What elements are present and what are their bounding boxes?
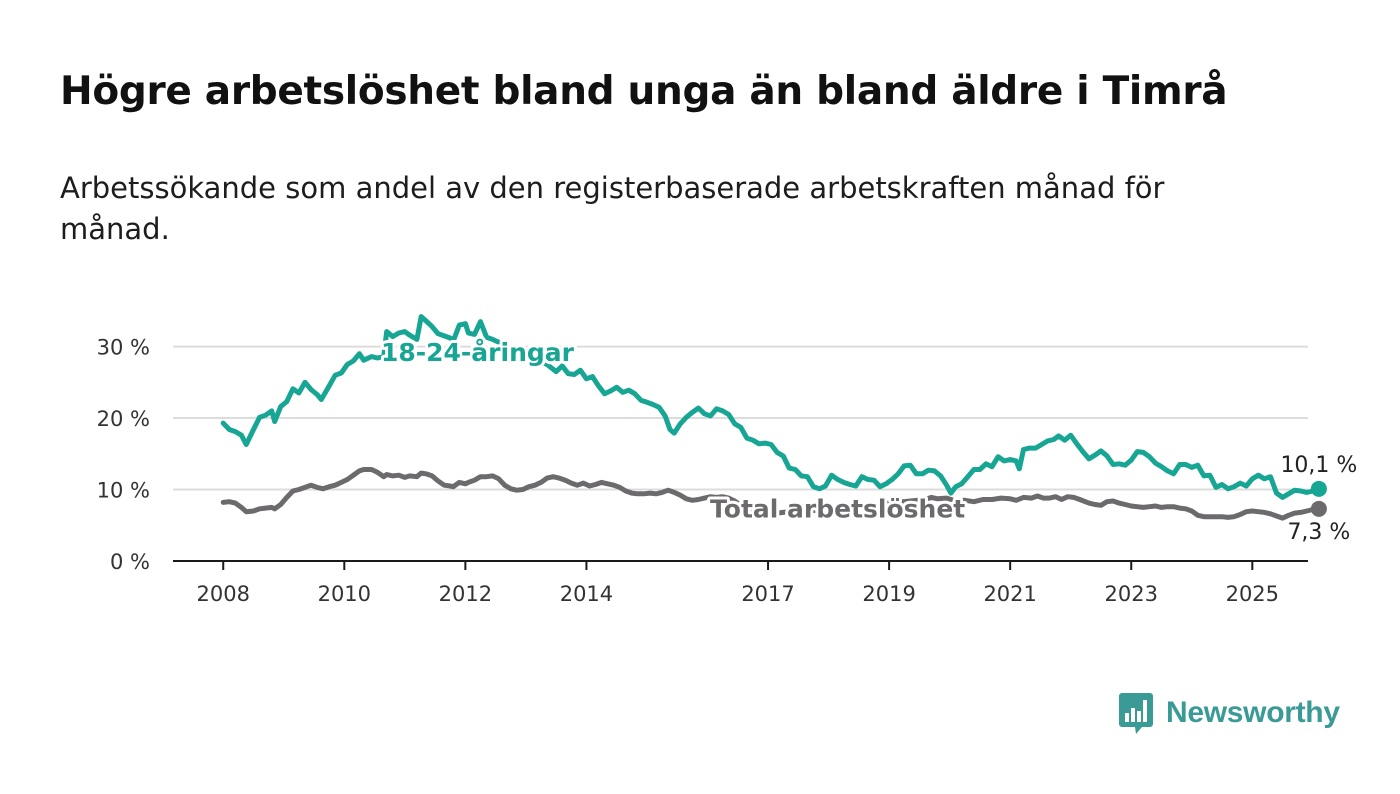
y-tick-label: 10 % <box>97 479 150 503</box>
newsworthy-logo: Newsworthy <box>1118 690 1340 736</box>
series-lines <box>220 314 1327 521</box>
y-tick-label: 0 % <box>110 550 150 574</box>
y-tick-label: 20 % <box>97 407 150 431</box>
x-tick-label: 2025 <box>1226 582 1279 606</box>
chart-title: Högre arbetslöshet bland unga än bland ä… <box>60 69 1228 114</box>
series-label-total: Total arbetslöshet <box>710 494 965 523</box>
newsworthy-logo-icon <box>1119 693 1153 734</box>
line-chart: 0 % 10 % 20 % 30 % 2008 2010 2012 2014 2017 2019 2… <box>97 314 1357 606</box>
series-labels: 18-24-åringar Total arbetslöshet 10,1 % 7,3… <box>378 335 1357 545</box>
series-line-total <box>220 467 1322 521</box>
end-value-label-youth: 10,1 % <box>1280 453 1357 478</box>
x-tick-label: 2010 <box>318 582 371 606</box>
series-end-marker-youth <box>1310 480 1327 497</box>
axes: 0 % 10 % 20 % 30 % 2008 2010 2012 2014 2017 2019 2… <box>97 336 1308 606</box>
newsworthy-logo-text: Newsworthy <box>1166 696 1340 729</box>
series-label-youth: 18-24-åringar <box>381 338 575 367</box>
x-tick-label: 2017 <box>741 582 794 606</box>
chart-subtitle: Arbetssökande som andel av den registerb… <box>60 171 1165 246</box>
x-tick-label: 2023 <box>1105 582 1158 606</box>
series-end-marker-total <box>1310 500 1327 517</box>
y-tick-label: 30 % <box>97 336 150 360</box>
x-tick-label: 2019 <box>862 582 915 606</box>
end-value-label-total: 7,3 % <box>1287 520 1350 545</box>
series-line-youth <box>220 314 1322 500</box>
gridlines <box>173 345 1308 491</box>
x-tick-label: 2008 <box>197 582 250 606</box>
x-tick-label: 2021 <box>983 582 1036 606</box>
x-tick-label: 2012 <box>439 582 492 606</box>
x-tick-label: 2014 <box>560 582 613 606</box>
